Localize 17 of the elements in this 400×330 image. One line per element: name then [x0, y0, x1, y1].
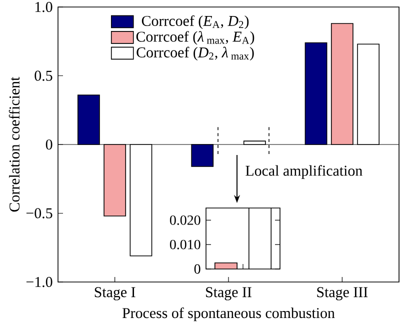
y-tick-label: −0.5 [26, 208, 52, 218]
x-tick-label: Stage II [206, 287, 252, 300]
y-tick-label: 0 [46, 139, 52, 150]
legend-label: Corrcoef (D$_{2}$, λ $_{max}$) [136, 46, 254, 61]
y-tick-label: 0 [194, 264, 200, 274]
legend-label: Corrcoef (E$_{A}$, D$_{2}$) [142, 15, 249, 30]
annotation: Local amplification [246, 165, 362, 179]
y-tick-label: 0.5 [34, 70, 52, 81]
x-axis-title: Process of spontaneous combustion [122, 307, 335, 322]
y-tick-label: 0.020 [170, 215, 200, 225]
y-axis-title: Correlation coefficient [8, 76, 20, 212]
y-tick-label: 1.0 [35, 2, 52, 12]
x-tick-label: Stage I [94, 287, 136, 300]
x-tick-label: Stage III [317, 287, 368, 300]
y-tick-label: −1.0 [26, 276, 52, 288]
y-tick-label: 0.010 [170, 240, 200, 250]
legend-label: Corrcoef (λ $_{max}$, E$_{A}$) [136, 31, 254, 45]
